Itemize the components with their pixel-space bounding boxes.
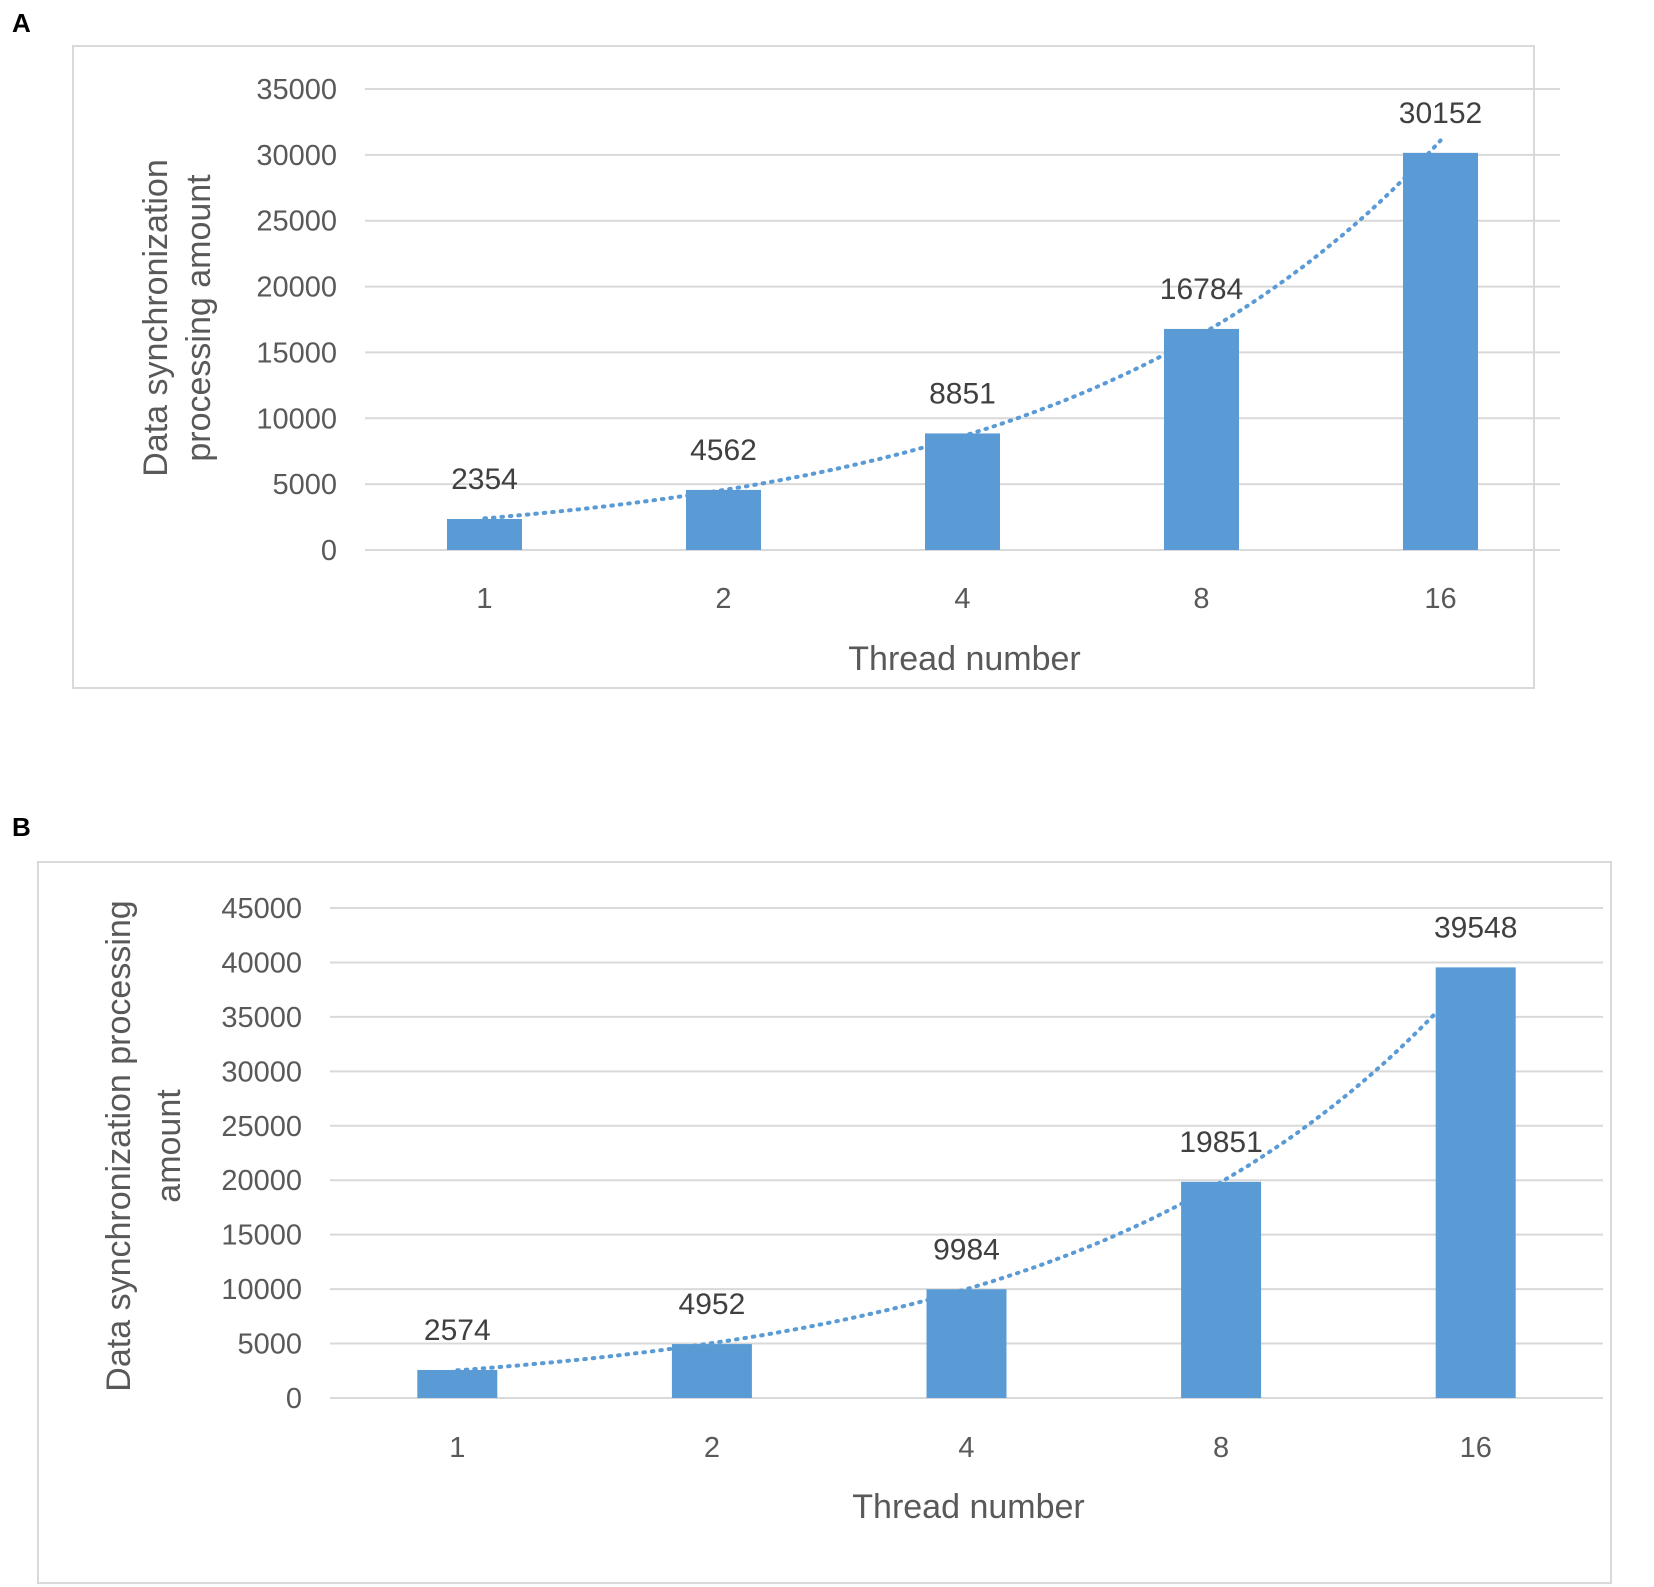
chart-a: 0 5000 10000 15000 20000 25000 30000 35000 2354 4… bbox=[72, 45, 1560, 689]
data-label: 2354 bbox=[451, 463, 518, 496]
y-tick-label: 20000 bbox=[256, 272, 337, 304]
bar bbox=[417, 1369, 498, 1398]
x-tick-label: 4 bbox=[954, 583, 970, 615]
data-label: 4562 bbox=[690, 434, 757, 467]
y-tick-label: 40000 bbox=[221, 947, 302, 979]
y-tick-label: 0 bbox=[321, 535, 337, 567]
data-label: 8851 bbox=[929, 377, 996, 410]
chart-b: 0 5000 10000 15000 20000 25000 30000 35000 40000… bbox=[37, 861, 1612, 1584]
x-tick-label: 1 bbox=[449, 1432, 465, 1464]
bar bbox=[926, 1289, 1007, 1398]
y-tick-label: 10000 bbox=[256, 403, 337, 435]
y-tick-label: 10000 bbox=[221, 1274, 302, 1306]
x-axis-title: Thread number bbox=[848, 640, 1080, 678]
bar bbox=[1164, 328, 1239, 550]
panel-label-a: A bbox=[12, 8, 31, 38]
x-tick-label: 2 bbox=[704, 1432, 720, 1464]
y-tick-label: 0 bbox=[286, 1383, 302, 1415]
y-tick-label: 25000 bbox=[256, 206, 337, 238]
data-label: 19851 bbox=[1179, 1126, 1262, 1159]
y-tick-label: 25000 bbox=[221, 1111, 302, 1143]
y-tick-label: 15000 bbox=[221, 1220, 302, 1252]
data-label: 30152 bbox=[1399, 97, 1482, 130]
chart-frame bbox=[37, 861, 1612, 1584]
bar bbox=[447, 518, 522, 550]
x-tick-label: 1 bbox=[476, 583, 492, 615]
x-tick-label: 8 bbox=[1193, 583, 1209, 615]
data-label: 16784 bbox=[1160, 273, 1243, 306]
y-axis-title: processing amount bbox=[180, 174, 218, 462]
y-tick-label: 5000 bbox=[272, 469, 337, 501]
trendline bbox=[455, 967, 1478, 1373]
y-tick-label: 20000 bbox=[221, 1165, 302, 1197]
bar bbox=[671, 1344, 752, 1398]
y-axis-title: amount bbox=[150, 1089, 188, 1203]
y-tick-label: 45000 bbox=[221, 893, 302, 925]
chart-frame bbox=[72, 45, 1535, 689]
bar bbox=[925, 433, 1000, 550]
x-tick-label: 16 bbox=[1424, 583, 1456, 615]
x-tick-label: 16 bbox=[1460, 1432, 1492, 1464]
y-axis-title: Data synchronization processing bbox=[100, 900, 138, 1391]
y-tick-label: 15000 bbox=[256, 337, 337, 369]
trendline bbox=[482, 138, 1443, 521]
y-tick-label: 35000 bbox=[221, 1002, 302, 1034]
y-tick-label: 35000 bbox=[256, 74, 337, 106]
x-tick-label: 4 bbox=[958, 1432, 974, 1464]
bar bbox=[1181, 1181, 1262, 1398]
y-tick-label: 30000 bbox=[256, 140, 337, 172]
x-tick-label: 2 bbox=[715, 583, 731, 615]
bar bbox=[686, 489, 761, 550]
x-axis-title: Thread number bbox=[852, 1488, 1084, 1526]
y-tick-label: 30000 bbox=[221, 1056, 302, 1088]
data-label: 4952 bbox=[679, 1288, 746, 1321]
data-label: 9984 bbox=[933, 1233, 1000, 1266]
bar bbox=[1403, 152, 1478, 550]
bar bbox=[1435, 967, 1516, 1398]
data-label: 2574 bbox=[424, 1314, 491, 1347]
x-tick-label: 8 bbox=[1213, 1432, 1229, 1464]
y-tick-label: 5000 bbox=[237, 1329, 302, 1361]
y-axis-title: Data synchronization bbox=[137, 159, 175, 477]
data-label: 39548 bbox=[1434, 911, 1517, 944]
panel-label-b: B bbox=[12, 812, 31, 842]
